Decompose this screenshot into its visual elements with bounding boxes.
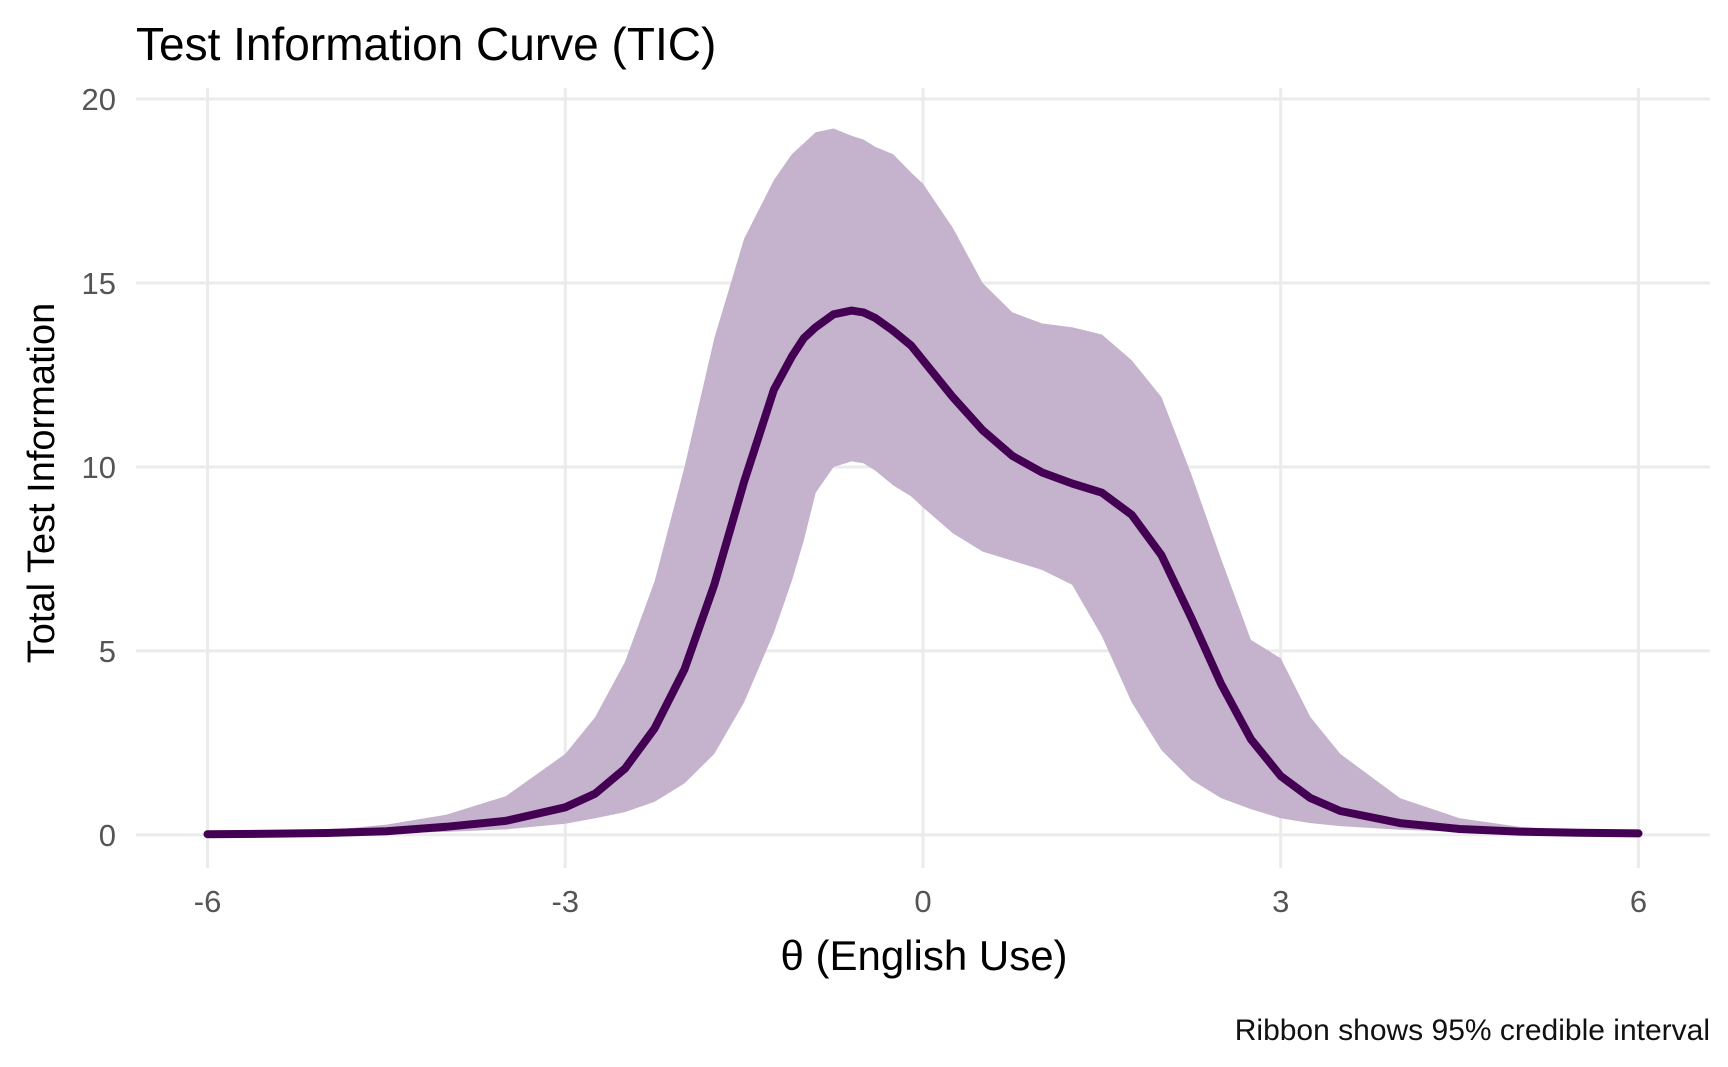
y-axis-label: Total Test Information: [21, 303, 63, 663]
chart-caption: Ribbon shows 95% credible interval: [1235, 1014, 1710, 1047]
y-tick-label: 0: [99, 818, 116, 853]
chart-title: Test Information Curve (TIC): [136, 18, 716, 70]
y-axis-tick-labels: 0 5 10 15 20: [82, 82, 116, 853]
x-tick-label: -3: [551, 884, 579, 919]
x-axis-label: θ (English Use): [780, 932, 1067, 979]
mean-information-line-layer: [203, 306, 1643, 839]
x-tick-label: -6: [194, 884, 222, 919]
x-tick-label: 0: [914, 884, 931, 919]
credible-interval-ribbon-layer: [207, 128, 1639, 835]
x-axis-tick-labels: -6 -3 0 3 6: [194, 884, 1647, 919]
y-tick-label: 10: [82, 450, 116, 485]
y-tick-label: 15: [82, 266, 116, 301]
mean-information-line: [203, 306, 1643, 839]
credible-interval-ribbon: [207, 128, 1639, 835]
x-tick-label: 3: [1272, 884, 1289, 919]
x-tick-label: 6: [1630, 884, 1647, 919]
y-tick-label: 5: [99, 634, 116, 669]
y-tick-label: 20: [82, 82, 116, 117]
